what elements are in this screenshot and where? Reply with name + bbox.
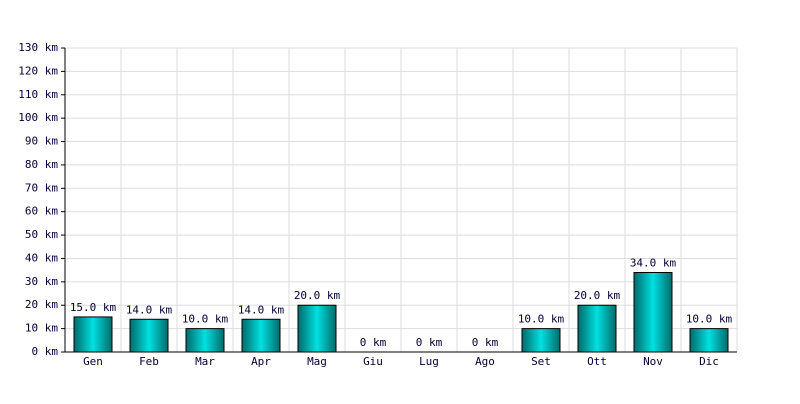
value-label: 15.0 km [70,301,117,314]
value-label: 20.0 km [294,289,341,302]
value-label: 14.0 km [126,303,173,316]
x-tick-label: Nov [643,355,663,368]
y-tick-label: 10 km [25,322,58,335]
value-label: 34.0 km [630,256,677,269]
x-tick-label: Mar [195,355,215,368]
bar [297,304,337,353]
y-tick-label: 40 km [25,251,58,264]
bar [577,304,617,353]
y-tick-label: 100 km [18,111,58,124]
bar [129,318,169,353]
bar [689,328,729,353]
x-tick-label: Mag [307,355,327,368]
y-tick-label: 60 km [25,205,58,218]
x-tick-label: Giu [363,355,383,368]
value-label: 20.0 km [574,289,621,302]
y-tick-label: 110 km [18,88,58,101]
value-label: 10.0 km [182,313,229,326]
y-tick-label: 70 km [25,181,58,194]
value-label: 10.0 km [686,313,733,326]
x-tick-label: Set [531,355,551,368]
y-tick-label: 130 km [18,41,58,54]
x-tick-label: Lug [419,355,439,368]
y-tick-label: 50 km [25,228,58,241]
value-label: 0 km [416,336,443,349]
bar [241,318,281,353]
value-label: 0 km [472,336,499,349]
y-tick-label: 90 km [25,135,58,148]
y-tick-label: 0 km [32,345,59,358]
value-label: 10.0 km [518,313,565,326]
y-tick-label: 20 km [25,298,58,311]
x-tick-label: Gen [83,355,103,368]
bar [521,328,561,353]
x-tick-label: Dic [699,355,719,368]
bar [73,316,113,353]
x-tick-label: Ott [587,355,607,368]
y-tick-label: 80 km [25,158,58,171]
value-label: 14.0 km [238,303,285,316]
y-tick-label: 30 km [25,275,58,288]
y-tick-label: 120 km [18,64,58,77]
bar [633,271,673,353]
x-tick-label: Ago [475,355,495,368]
x-tick-label: Apr [251,355,271,368]
x-tick-label: Feb [139,355,159,368]
bar [185,328,225,353]
value-label: 0 km [360,336,387,349]
